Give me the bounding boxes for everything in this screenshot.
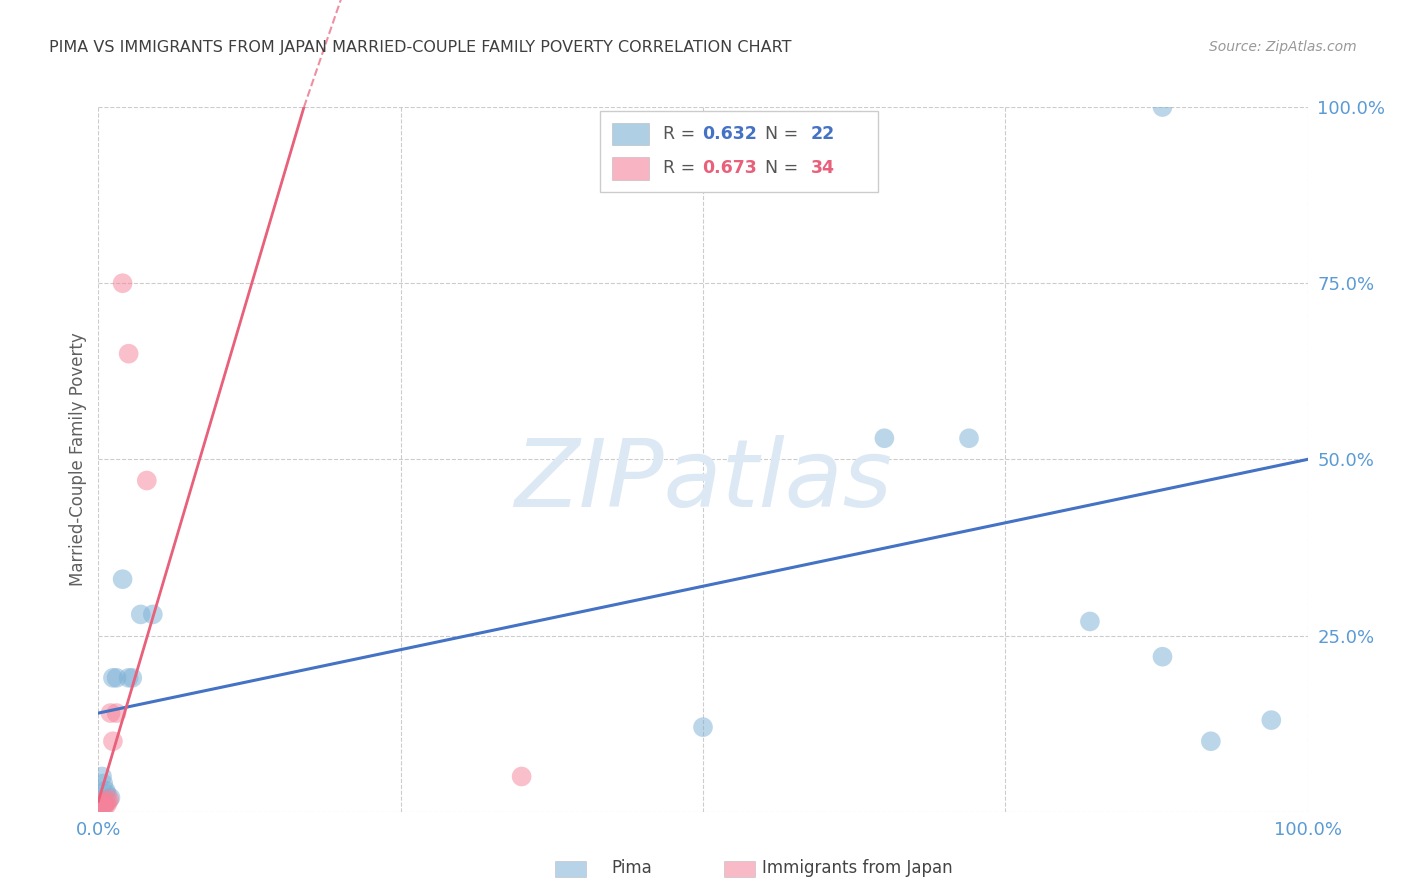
Point xyxy=(1260,713,1282,727)
Point xyxy=(94,783,117,797)
Bar xyxy=(613,157,648,179)
Point xyxy=(142,607,165,622)
Point xyxy=(100,790,122,805)
Point xyxy=(111,572,134,586)
Point xyxy=(111,276,134,290)
Point xyxy=(1078,615,1101,629)
Text: R =: R = xyxy=(664,125,700,143)
Point xyxy=(121,671,143,685)
Text: ZIPatlas: ZIPatlas xyxy=(515,435,891,526)
Point xyxy=(118,346,141,360)
Point xyxy=(135,474,157,488)
Point xyxy=(94,797,117,811)
Text: R =: R = xyxy=(664,160,700,178)
Point xyxy=(101,671,124,685)
Point xyxy=(91,769,114,784)
Point xyxy=(97,794,120,808)
Text: 0.673: 0.673 xyxy=(702,160,756,178)
Text: 0.632: 0.632 xyxy=(702,125,756,143)
Bar xyxy=(613,122,648,145)
Point xyxy=(692,720,714,734)
Point xyxy=(96,787,118,801)
Point xyxy=(1152,649,1174,664)
Point xyxy=(90,797,112,812)
Point xyxy=(93,799,115,814)
Point xyxy=(1199,734,1222,748)
Text: 22: 22 xyxy=(811,125,835,143)
Text: Immigrants from Japan: Immigrants from Japan xyxy=(762,859,953,877)
Text: N =: N = xyxy=(754,160,804,178)
Text: 34: 34 xyxy=(811,160,835,178)
Point xyxy=(96,797,118,812)
Point xyxy=(98,792,121,806)
Point xyxy=(510,769,533,784)
Point xyxy=(105,706,128,720)
Text: Source: ZipAtlas.com: Source: ZipAtlas.com xyxy=(1209,40,1357,54)
Text: N =: N = xyxy=(754,125,804,143)
Text: Pima: Pima xyxy=(612,859,652,877)
Point xyxy=(101,734,124,748)
Point xyxy=(91,776,114,790)
Point xyxy=(93,797,115,812)
Point xyxy=(105,671,128,685)
Text: PIMA VS IMMIGRANTS FROM JAPAN MARRIED-COUPLE FAMILY POVERTY CORRELATION CHART: PIMA VS IMMIGRANTS FROM JAPAN MARRIED-CO… xyxy=(49,40,792,55)
Bar xyxy=(600,111,879,192)
Point xyxy=(91,794,114,808)
Point xyxy=(118,671,141,685)
Point xyxy=(129,607,152,622)
Point xyxy=(957,431,980,445)
Point xyxy=(100,706,122,720)
Point xyxy=(873,431,896,445)
Y-axis label: Married-Couple Family Poverty: Married-Couple Family Poverty xyxy=(69,333,87,586)
Point xyxy=(91,797,114,812)
Point xyxy=(1152,100,1174,114)
